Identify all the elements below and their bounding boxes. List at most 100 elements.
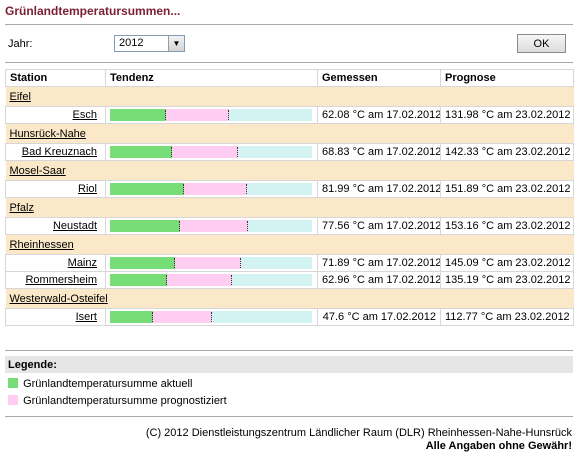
gemessen-cell: 47.6 °C am 17.02.2012 xyxy=(317,308,441,326)
gemessen-cell: 62.08 °C am 17.02.2012 xyxy=(317,106,441,124)
col-header-station: Station xyxy=(5,69,106,87)
bar-current-segment xyxy=(110,146,172,158)
station-row: Mainz 71.89 °C am 17.02.2012 145.09 °C am … xyxy=(5,254,574,272)
legend-swatch-current xyxy=(8,378,18,388)
tendenz-cell xyxy=(105,180,318,198)
station-name-cell: Esch xyxy=(5,106,106,124)
temperature-table: Station Tendenz Gemessen Prognose Eifel E… xyxy=(5,69,574,326)
station-link[interactable]: Riol xyxy=(78,183,97,195)
prognose-cell: 145.09 °C am 23.02.2012 xyxy=(440,254,574,272)
region-link[interactable]: Westerwald-Osteifel xyxy=(9,292,108,305)
region-link[interactable]: Rheinhessen xyxy=(9,238,74,251)
divider-legend xyxy=(5,350,573,351)
tendency-bar xyxy=(110,274,312,286)
prognose-cell: 112.77 °C am 23.02.2012 xyxy=(440,308,574,326)
chevron-down-icon: ▼ xyxy=(172,38,181,48)
bar-current-segment xyxy=(110,183,184,195)
bar-current-segment xyxy=(110,311,153,323)
region-row: Rheinhessen xyxy=(5,234,574,255)
bar-current-segment xyxy=(110,220,180,232)
prognose-cell: 131.98 °C am 23.02.2012 xyxy=(440,106,574,124)
disclaimer-text: Alle Angaben ohne Gewähr! xyxy=(425,440,572,452)
copyright-text: (C) 2012 Dienstleistungszentrum Ländlich… xyxy=(145,427,572,439)
region-link[interactable]: Mosel-Saar xyxy=(9,164,66,177)
region-row: Eifel xyxy=(5,86,574,107)
tendency-bar xyxy=(110,109,312,121)
gemessen-cell: 77.56 °C am 17.02.2012 xyxy=(317,217,441,235)
legend-item-current: Grünlandtemperatursumme aktuell xyxy=(8,378,192,390)
bar-current-marker xyxy=(171,147,172,157)
bar-forecast-marker xyxy=(246,184,247,194)
legend-label-forecast: Grünlandtemperatursumme prognostiziert xyxy=(23,395,227,407)
col-header-prognose: Prognose xyxy=(440,69,574,87)
tendenz-cell xyxy=(105,271,318,289)
prognose-cell: 142.33 °C am 23.02.2012 xyxy=(440,143,574,161)
station-link[interactable]: Esch xyxy=(72,109,97,121)
station-link[interactable]: Neustadt xyxy=(52,220,97,232)
region-row: Westerwald-Osteifel xyxy=(5,288,574,309)
gemessen-cell: 71.89 °C am 17.02.2012 xyxy=(317,254,441,272)
tendenz-cell xyxy=(105,143,318,161)
region-link[interactable]: Eifel xyxy=(9,90,31,103)
region-row: Hunsrück-Nahe xyxy=(5,123,574,144)
divider-form xyxy=(5,62,573,63)
region-row: Pfalz xyxy=(5,197,574,218)
prognose-cell: 153.16 °C am 23.02.2012 xyxy=(440,217,574,235)
bar-current-marker xyxy=(174,258,175,268)
region-link[interactable]: Hunsrück-Nahe xyxy=(9,127,86,140)
tendency-bar xyxy=(110,220,312,232)
region-link[interactable]: Pfalz xyxy=(9,201,34,214)
bar-current-segment xyxy=(110,109,166,121)
station-name-cell: Isert xyxy=(5,308,106,326)
bar-forecast-marker xyxy=(237,147,238,157)
page-title: Grünlandtemperatursummen... xyxy=(5,4,181,18)
table-header-row: Station Tendenz Gemessen Prognose xyxy=(5,69,574,87)
region-cell: Mosel-Saar xyxy=(5,160,574,181)
station-name-cell: Bad Kreuznach xyxy=(5,143,106,161)
station-name-cell: Neustadt xyxy=(5,217,106,235)
bar-current-marker xyxy=(165,110,166,120)
prognose-cell: 151.89 °C am 23.02.2012 xyxy=(440,180,574,198)
tendenz-cell xyxy=(105,308,318,326)
tendenz-cell xyxy=(105,217,318,235)
year-select[interactable]: 2012 ▼ xyxy=(114,35,185,52)
station-link[interactable]: Rommersheim xyxy=(25,274,97,286)
legend-swatch-forecast xyxy=(8,395,18,405)
tendency-bar xyxy=(110,257,312,269)
region-row: Mosel-Saar xyxy=(5,160,574,181)
region-cell: Rheinhessen xyxy=(5,234,574,255)
station-name-cell: Mainz xyxy=(5,254,106,272)
station-link[interactable]: Mainz xyxy=(67,257,97,269)
bar-current-marker xyxy=(152,312,153,322)
legend-item-forecast: Grünlandtemperatursumme prognostiziert xyxy=(8,395,227,407)
bar-current-marker xyxy=(166,275,167,285)
legend-label-current: Grünlandtemperatursumme aktuell xyxy=(23,378,193,390)
year-label: Jahr: xyxy=(8,38,33,50)
station-row: Rommersheim 62.96 °C am 17.02.2012 135.19 … xyxy=(5,271,574,289)
station-link[interactable]: Bad Kreuznach xyxy=(21,146,97,158)
bar-forecast-marker xyxy=(231,275,232,285)
gemessen-cell: 81.99 °C am 17.02.2012 xyxy=(317,180,441,198)
bar-current-marker xyxy=(179,221,180,231)
ok-button[interactable]: OK xyxy=(517,34,566,53)
station-row: Isert 47.6 °C am 17.02.2012 112.77 °C am 2… xyxy=(5,308,574,326)
station-link[interactable]: Isert xyxy=(75,311,97,323)
bar-current-segment xyxy=(110,274,167,286)
col-header-gemessen: Gemessen xyxy=(317,69,441,87)
region-cell: Pfalz xyxy=(5,197,574,218)
year-select-dropdown-button[interactable]: ▼ xyxy=(168,36,184,51)
station-row: Neustadt 77.56 °C am 17.02.2012 153.16 °C … xyxy=(5,217,574,235)
gemessen-cell: 62.96 °C am 17.02.2012 xyxy=(317,271,441,289)
region-cell: Eifel xyxy=(5,86,574,107)
bar-current-segment xyxy=(110,257,175,269)
tendency-bar xyxy=(110,183,312,195)
table-body: Eifel Esch 62.08 °C am 17.02.2012 131.98 °C… xyxy=(5,86,574,326)
station-row: Esch 62.08 °C am 17.02.2012 131.98 °C am 2… xyxy=(5,106,574,124)
region-cell: Westerwald-Osteifel xyxy=(5,288,574,309)
tendenz-cell xyxy=(105,254,318,272)
station-row: Riol 81.99 °C am 17.02.2012 151.89 °C am 2… xyxy=(5,180,574,198)
bar-forecast-marker xyxy=(247,221,248,231)
legend-title: Legende: xyxy=(5,356,573,373)
tendenz-cell xyxy=(105,106,318,124)
bar-current-marker xyxy=(183,184,184,194)
